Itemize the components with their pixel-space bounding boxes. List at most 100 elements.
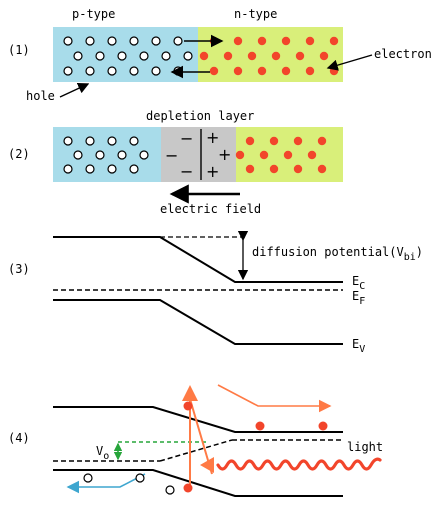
positive-charge-2: + bbox=[218, 145, 231, 164]
electron-pointer-arrow bbox=[326, 54, 373, 71]
electron-carrier bbox=[235, 150, 245, 160]
hole-carrier bbox=[85, 66, 95, 76]
electron-carrier bbox=[259, 150, 269, 160]
hole-carrier bbox=[129, 36, 139, 46]
hole-carrier bbox=[139, 51, 149, 61]
conduction-band-edge-illuminated bbox=[53, 406, 343, 433]
ef-label: EF bbox=[352, 289, 365, 307]
panel-4: (4) Vo light bbox=[8, 384, 383, 497]
hole-carrier bbox=[107, 164, 117, 174]
hole-carrier bbox=[107, 136, 117, 146]
hole-carrier bbox=[173, 36, 183, 46]
hole-carrier bbox=[95, 51, 105, 61]
hole-carrier bbox=[73, 150, 83, 160]
electric-field-label: electric field bbox=[160, 202, 261, 216]
valence-band-edge-illuminated bbox=[53, 469, 343, 497]
vo-label: Vo bbox=[96, 444, 109, 462]
panel-1-number: (1) bbox=[8, 43, 30, 57]
panel-4-number: (4) bbox=[8, 431, 30, 445]
conduction-electron-2 bbox=[318, 421, 328, 431]
valence-hole-3 bbox=[165, 485, 175, 495]
panel-2-number: (2) bbox=[8, 147, 30, 161]
light-arrowhead bbox=[200, 457, 214, 473]
hole-carrier bbox=[63, 136, 73, 146]
panel-2: (2) depletion layer − − − + + + electric… bbox=[8, 109, 343, 216]
excited-electron bbox=[183, 401, 193, 411]
electron-carrier bbox=[305, 66, 315, 76]
hole-label: hole bbox=[26, 89, 55, 103]
electron-carrier bbox=[329, 66, 339, 76]
hole-carrier bbox=[129, 66, 139, 76]
panel-3: (3) diffusion potential(Vbi) EC EF EV bbox=[8, 230, 423, 355]
electron-carrier bbox=[209, 66, 219, 76]
conduction-band-edge bbox=[53, 236, 343, 283]
hole-carrier bbox=[129, 136, 139, 146]
hole-carrier bbox=[95, 150, 105, 160]
panel-3-number: (3) bbox=[8, 262, 30, 276]
electron-carrier bbox=[317, 164, 327, 174]
hole-carrier bbox=[183, 51, 193, 61]
electron-carrier bbox=[233, 66, 243, 76]
n-region-2-electrons bbox=[235, 136, 327, 174]
fermi-level-transition bbox=[159, 439, 233, 462]
hole-carrier bbox=[63, 36, 73, 46]
electron-carrier bbox=[329, 36, 339, 46]
hole-carrier bbox=[107, 36, 117, 46]
electron-carrier bbox=[317, 136, 327, 146]
light-wave bbox=[216, 457, 382, 471]
depletion-layer-label: depletion layer bbox=[146, 109, 254, 123]
hole-pointer-arrow bbox=[59, 83, 90, 98]
electron-carrier bbox=[245, 136, 255, 146]
electron-carrier bbox=[245, 164, 255, 174]
hole-carrier bbox=[139, 150, 149, 160]
electron-carrier bbox=[293, 164, 303, 174]
electron-carrier bbox=[199, 51, 209, 61]
electron-carrier bbox=[257, 66, 267, 76]
electron-carrier bbox=[281, 36, 291, 46]
hole-carrier bbox=[129, 164, 139, 174]
electron-carrier bbox=[319, 51, 329, 61]
electron-carrier bbox=[247, 51, 257, 61]
electron-carrier bbox=[283, 150, 293, 160]
negative-charge-3: − bbox=[180, 162, 193, 181]
depletion-layer-n-side bbox=[201, 127, 236, 182]
hole-carrier bbox=[151, 36, 161, 46]
electron-carrier bbox=[233, 36, 243, 46]
hole-carrier bbox=[117, 51, 127, 61]
electron-carrier bbox=[271, 51, 281, 61]
negative-charge-1: − bbox=[180, 129, 193, 148]
electron-carrier bbox=[305, 36, 315, 46]
hole-carrier bbox=[85, 36, 95, 46]
hole-carrier bbox=[161, 51, 171, 61]
n-type-label: n-type bbox=[234, 7, 277, 21]
electron-carrier bbox=[293, 136, 303, 146]
electron-carrier bbox=[281, 66, 291, 76]
electron-drift-path bbox=[217, 384, 332, 413]
hole-carrier bbox=[63, 164, 73, 174]
hole-carrier bbox=[85, 136, 95, 146]
hole-carrier bbox=[173, 66, 183, 76]
p-region-holes bbox=[63, 36, 193, 76]
hole-carrier bbox=[73, 51, 83, 61]
negative-charge-2: − bbox=[165, 146, 178, 165]
valence-band-edge bbox=[53, 299, 343, 345]
electron-carrier bbox=[257, 36, 267, 46]
valence-hole-2 bbox=[135, 473, 145, 483]
hole-carrier bbox=[63, 66, 73, 76]
valence-hole-1 bbox=[83, 473, 93, 483]
hole-carrier bbox=[85, 164, 95, 174]
conduction-electron-1 bbox=[255, 421, 265, 431]
electron-label: electron bbox=[374, 47, 432, 61]
hole-carrier bbox=[107, 66, 117, 76]
hole-drift-path bbox=[66, 473, 146, 494]
electron-carrier bbox=[223, 51, 233, 61]
electron-carrier bbox=[307, 150, 317, 160]
p-type-label: p-type bbox=[72, 7, 115, 21]
electron-carrier bbox=[269, 164, 279, 174]
photo-electron-origin bbox=[183, 483, 193, 493]
electron-carrier bbox=[295, 51, 305, 61]
hole-carrier bbox=[117, 150, 127, 160]
depletion-layer-p-side bbox=[161, 127, 201, 182]
hole-carrier bbox=[151, 66, 161, 76]
